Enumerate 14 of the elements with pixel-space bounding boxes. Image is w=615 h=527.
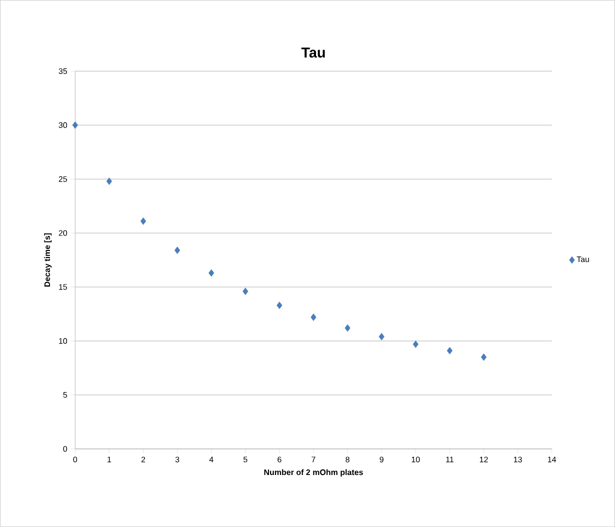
- point: [174, 246, 180, 254]
- point: [378, 332, 384, 340]
- point: [242, 288, 248, 296]
- point: [480, 353, 487, 361]
- point: [344, 324, 350, 332]
- point: [106, 178, 112, 185]
- point: [72, 121, 78, 129]
- point: [412, 340, 418, 348]
- point: [446, 346, 453, 354]
- point: [276, 302, 282, 310]
- point: [140, 217, 146, 225]
- point: [208, 269, 214, 277]
- point: [310, 314, 316, 321]
- chart-title: Tau: [301, 48, 325, 58]
